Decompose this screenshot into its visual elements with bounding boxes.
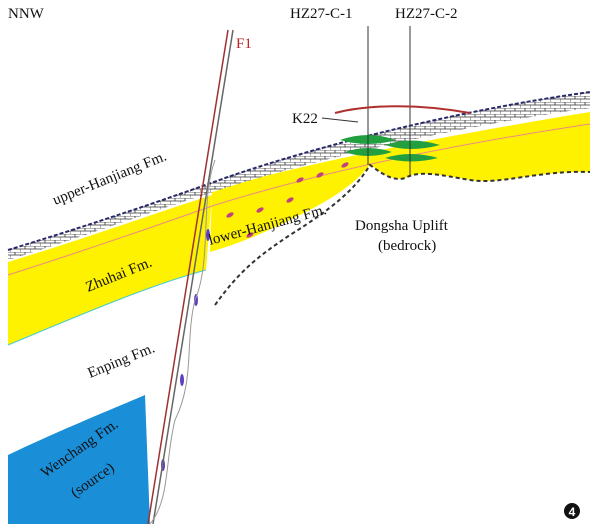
pink-horizon (7, 123, 591, 276)
yellow-layer-left (8, 195, 212, 345)
upper-hanjiang-layer (8, 92, 590, 260)
fault (147, 29, 229, 524)
fault-label: F1 (236, 36, 252, 52)
top-boundary (7, 91, 591, 251)
leader-line (321, 117, 359, 123)
formation-label: Enping Fm. (86, 340, 158, 381)
wenchang-layer (8, 395, 150, 524)
cyan-horizon (7, 269, 207, 346)
fault (152, 29, 234, 524)
k22-horizon (334, 105, 471, 114)
migration-markers (161, 162, 349, 471)
well-label: HZ27-C-1 (290, 6, 353, 22)
fault-zone (149, 159, 216, 524)
uplift-label: Dongsha Uplift (355, 218, 449, 234)
panel-badge (564, 503, 580, 519)
uplift-note: (bedrock) (378, 238, 436, 254)
formation-label: upper-Hanjiang Fm. (51, 148, 170, 208)
yellow-layer-right (210, 112, 590, 252)
horizon-label: K22 (292, 111, 318, 127)
bedrock-boundary (214, 163, 591, 306)
well-label: HZ27-C-2 (395, 6, 458, 22)
direction-label: NNW (8, 6, 45, 22)
panel-number: 4 (569, 505, 576, 519)
